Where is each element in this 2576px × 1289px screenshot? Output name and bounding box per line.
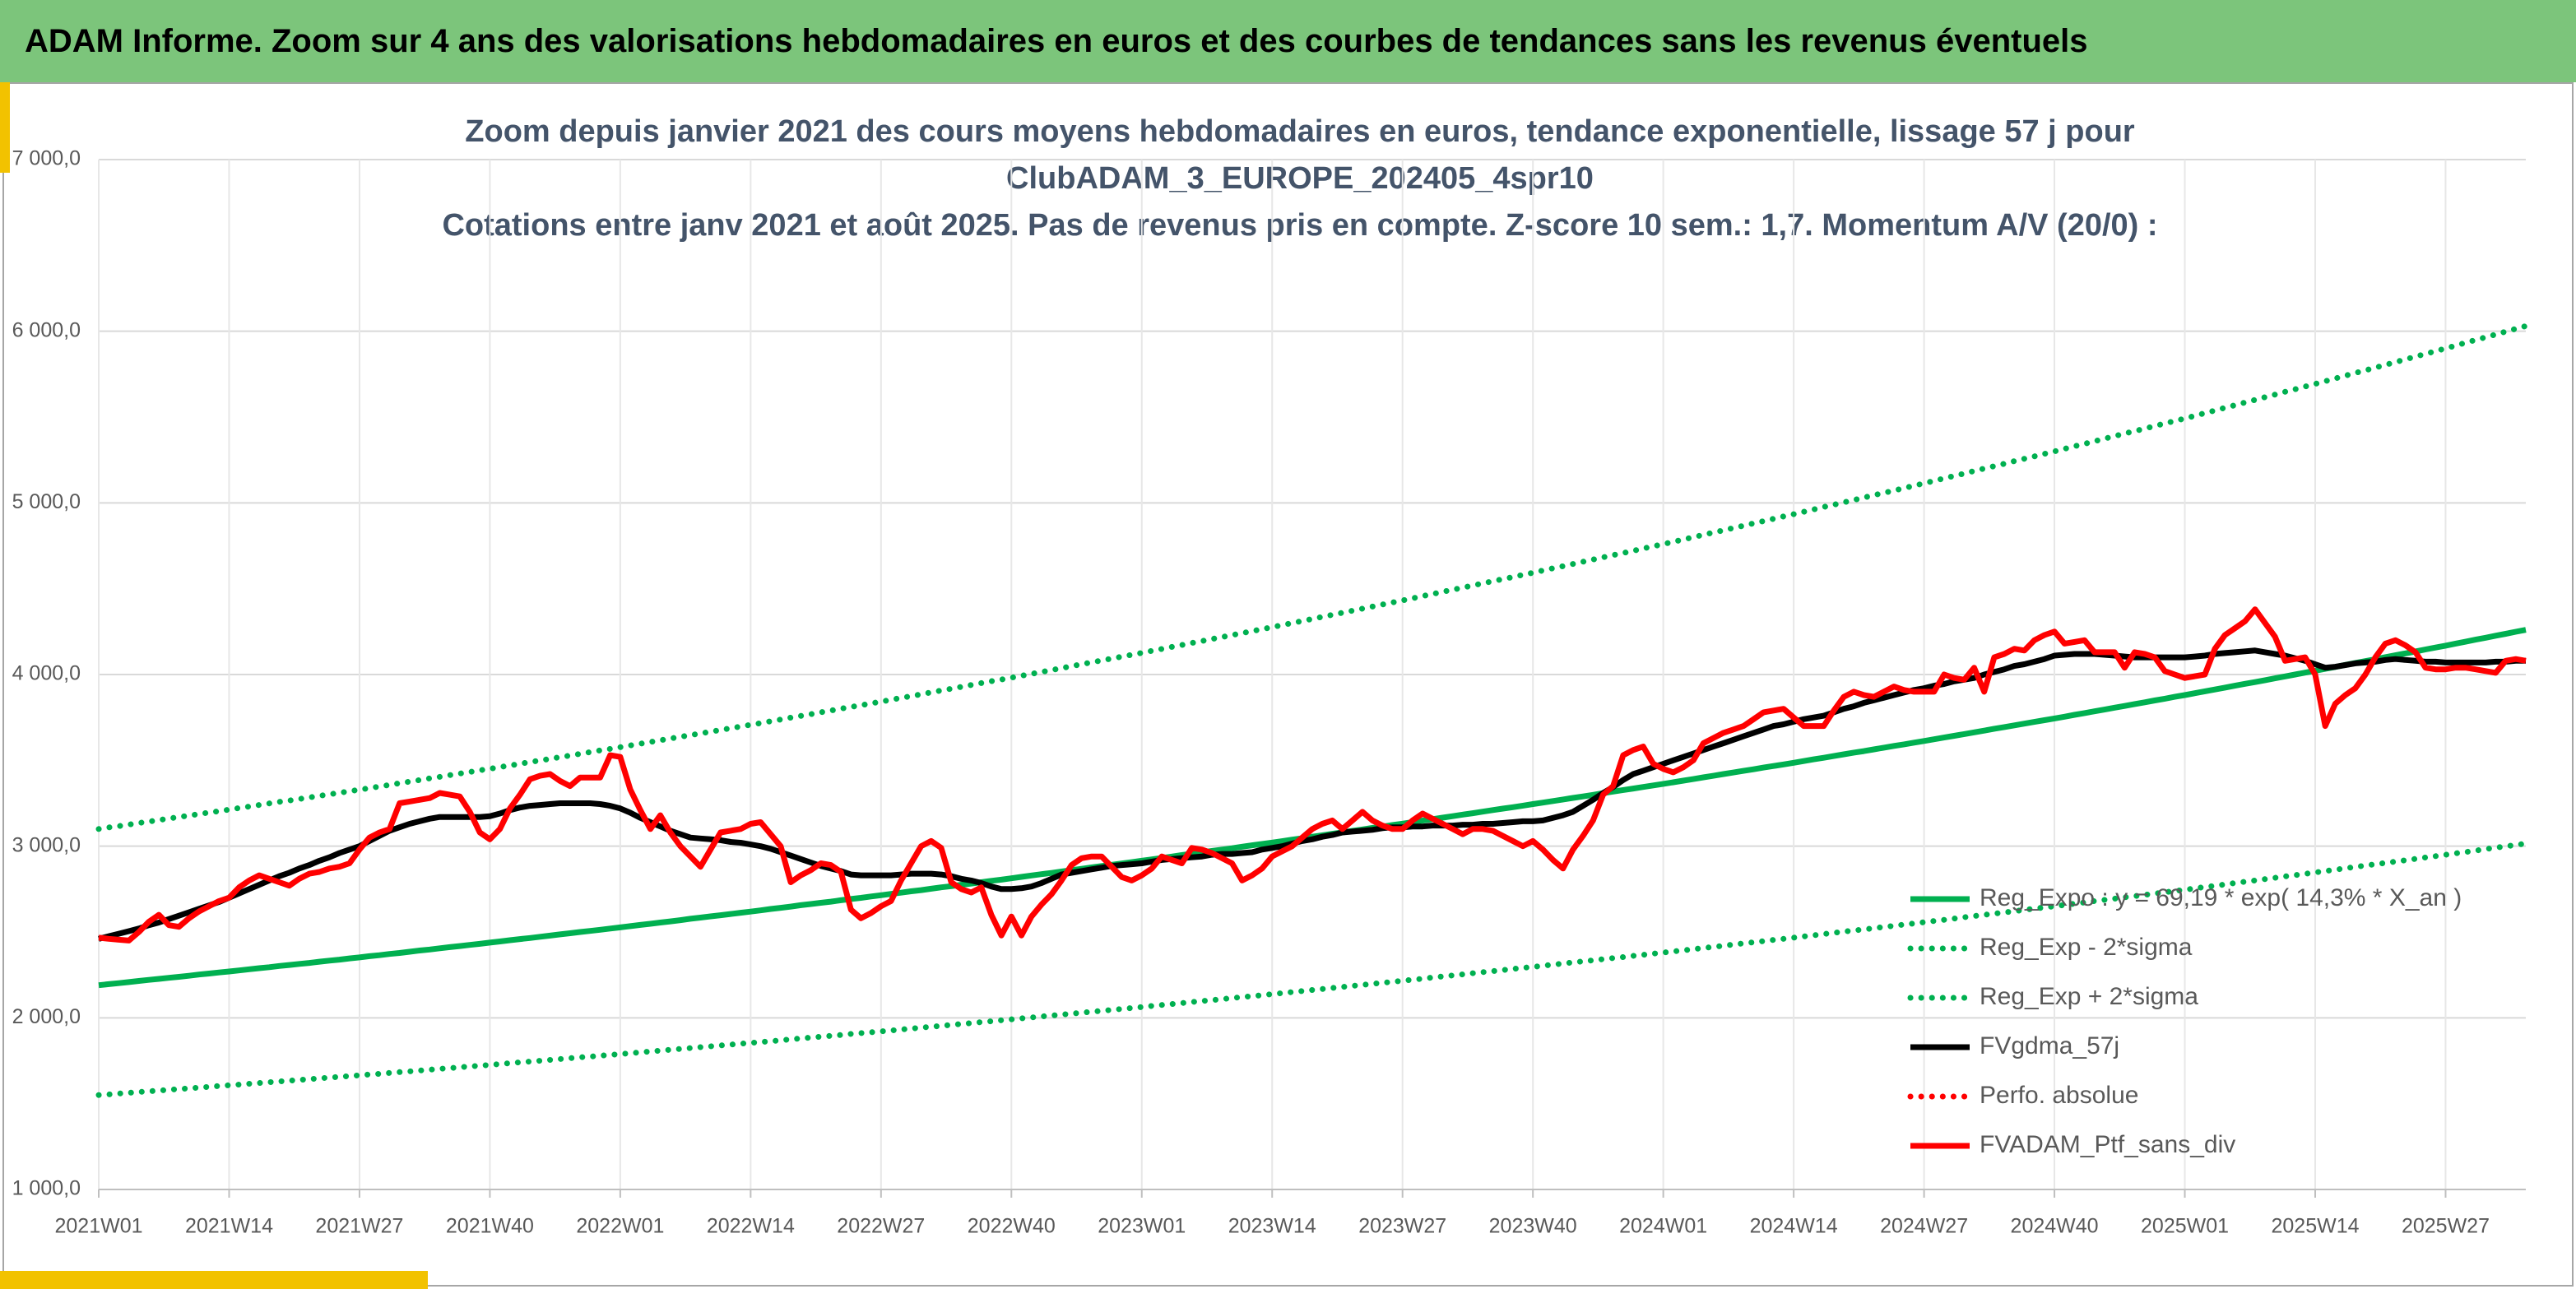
x-tick-label: 2024W01 bbox=[1619, 1215, 1707, 1238]
legend-label: Reg_Expo : y = 69,19 * exp( 14,3% * X_an… bbox=[1980, 884, 2462, 911]
y-tick-label: 7 000,0 bbox=[12, 147, 81, 170]
chart-frame bbox=[2, 82, 2574, 1287]
y-tick-label: 3 000,0 bbox=[12, 833, 81, 856]
x-tick-label: 2023W27 bbox=[1358, 1215, 1446, 1238]
series-line bbox=[98, 647, 2526, 942]
y-tick-label: 5 000,0 bbox=[12, 490, 81, 513]
x-tick-label: 2021W14 bbox=[185, 1215, 273, 1238]
series-line bbox=[98, 627, 2527, 989]
x-tick-label: 2021W27 bbox=[315, 1215, 403, 1238]
chart-title: ClubADAM_3_EUROPE_202405_4spr10 bbox=[1006, 161, 1594, 196]
legend-label: Reg_Exp + 2*sigma bbox=[1980, 983, 2198, 1010]
x-tick-label: 2024W40 bbox=[2011, 1215, 2099, 1238]
y-tick-label: 6 000,0 bbox=[12, 318, 81, 341]
x-tick-label: 2023W14 bbox=[1228, 1215, 1316, 1238]
x-tick-label: 2021W01 bbox=[54, 1215, 142, 1238]
y-tick-label: 4 000,0 bbox=[12, 662, 81, 685]
accent bbox=[0, 82, 10, 173]
legend-label: Perfo. absolue bbox=[1980, 1082, 2138, 1109]
y-tick-label: 2 000,0 bbox=[12, 1005, 81, 1028]
x-tick-label: 2024W27 bbox=[1880, 1215, 1968, 1238]
legend-label: FVADAM_Ptf_sans_div bbox=[1980, 1131, 2235, 1158]
chart-title: Zoom depuis janvier 2021 des cours moyen… bbox=[465, 114, 2135, 149]
series-line bbox=[95, 322, 2529, 832]
x-tick-label: 2022W01 bbox=[576, 1215, 664, 1238]
x-tick-label: 2021W40 bbox=[446, 1215, 534, 1238]
y-tick-label: 1 000,0 bbox=[12, 1177, 81, 1200]
series-line bbox=[98, 606, 2527, 944]
chart-title: Cotations entre janv 2021 et août 2025. … bbox=[442, 208, 2157, 243]
x-tick-label: 2023W40 bbox=[1489, 1215, 1577, 1238]
x-tick-label: 2024W14 bbox=[1750, 1215, 1838, 1238]
x-tick-label: 2022W14 bbox=[707, 1215, 795, 1238]
x-tick-label: 2025W27 bbox=[2402, 1215, 2490, 1238]
header-title: ADAM Informe. Zoom sur 4 ans des valoris… bbox=[0, 0, 2576, 82]
legend-label: FVgdma_57j bbox=[1980, 1032, 2119, 1059]
x-tick-label: 2025W01 bbox=[2141, 1215, 2229, 1238]
legend-label: Reg_Exp - 2*sigma bbox=[1980, 934, 2193, 961]
x-tick-label: 2023W01 bbox=[1098, 1215, 1186, 1238]
x-tick-label: 2022W40 bbox=[968, 1215, 1056, 1238]
x-tick-label: 2022W27 bbox=[837, 1215, 925, 1238]
grid bbox=[98, 159, 2526, 1190]
x-tick-label: 2025W14 bbox=[2271, 1215, 2359, 1238]
accent bbox=[0, 1271, 428, 1289]
series-line bbox=[95, 841, 2529, 1098]
